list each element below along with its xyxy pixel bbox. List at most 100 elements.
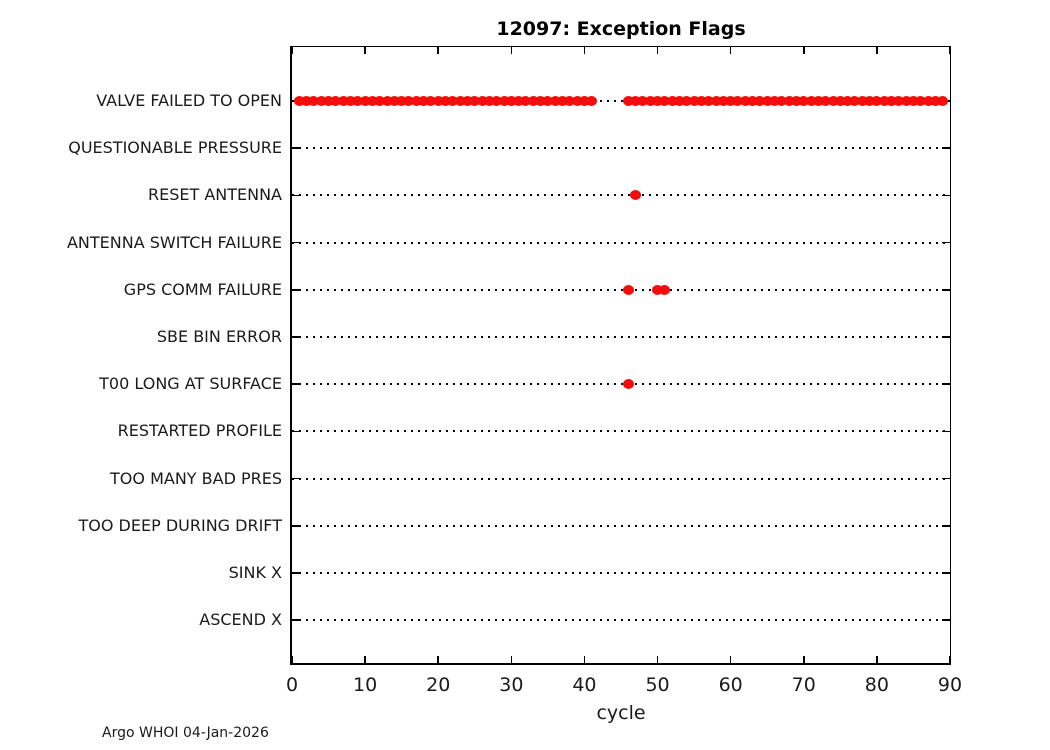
x-tick-label: 10 (353, 674, 378, 696)
data-point-marker (418, 96, 430, 106)
x-tick-mark (876, 47, 878, 54)
data-point-marker (790, 96, 802, 106)
data-point-marker (527, 96, 539, 106)
data-point-marker (725, 96, 737, 106)
y-tick-mark (292, 241, 300, 244)
data-point-marker (622, 96, 634, 106)
x-tick-label: 0 (285, 674, 299, 696)
footer-annotation: Argo WHOI 04-Jan-2026 (102, 725, 269, 741)
data-point-marker (900, 96, 912, 106)
y-tick-label: GPS COMM FAILURE (123, 279, 282, 299)
data-point-marker (878, 96, 890, 106)
data-point-marker (344, 96, 356, 106)
category-gridline (292, 524, 950, 527)
data-point-marker (666, 96, 678, 106)
x-tick-mark (583, 47, 586, 54)
y-tick-mark (942, 430, 950, 433)
data-point-marker (622, 284, 634, 295)
x-tick-mark (729, 656, 732, 663)
data-point-marker (637, 96, 649, 106)
data-point-marker (652, 284, 664, 295)
data-point-marker (505, 96, 517, 106)
x-tick-label: 50 (645, 674, 670, 696)
data-point-marker (849, 96, 861, 106)
y-tick-mark (292, 336, 300, 338)
category-gridline (292, 100, 950, 102)
data-point-marker (461, 96, 473, 106)
x-tick-label: 60 (718, 674, 743, 696)
data-point-marker (652, 96, 664, 106)
data-point-marker (425, 96, 437, 106)
data-point-marker (783, 96, 795, 106)
data-point-marker (630, 96, 642, 106)
y-tick-label: TOO DEEP DURING DRIFT (78, 515, 283, 535)
data-point-marker (476, 96, 488, 106)
data-point-marker (410, 96, 422, 106)
x-tick-mark (729, 47, 732, 54)
data-point-marker (695, 96, 707, 106)
y-tick-mark (942, 525, 950, 527)
y-tick-label: SINK X (228, 563, 282, 582)
data-point-marker (929, 96, 941, 106)
data-point-marker (352, 96, 364, 106)
x-tick-label: 40 (572, 674, 597, 696)
data-point-marker (776, 96, 788, 106)
y-tick-label: ASCEND X (199, 610, 282, 630)
data-point-marker (323, 96, 335, 106)
x-tick-label: 80 (864, 674, 889, 696)
data-point-marker (769, 96, 781, 106)
data-point-marker (301, 96, 313, 106)
data-point-marker (937, 96, 949, 106)
data-point-marker (542, 96, 554, 106)
data-point-marker (842, 96, 854, 106)
y-tick-label: VALVE FAILED TO OPEN (96, 91, 282, 110)
data-point-marker (834, 96, 846, 106)
y-tick-mark (292, 477, 300, 480)
y-tick-mark (292, 147, 300, 149)
x-tick-label: 90 (937, 674, 963, 696)
data-point-marker (315, 96, 327, 106)
data-point-marker (483, 96, 495, 106)
data-point-marker (732, 96, 744, 106)
x-tick-mark (803, 656, 805, 663)
x-tick-mark (510, 656, 513, 663)
data-point-marker (491, 96, 503, 106)
data-point-marker (827, 96, 839, 106)
x-tick-label: 20 (426, 674, 451, 696)
data-point-marker (761, 96, 773, 106)
category-gridline (292, 430, 950, 433)
y-tick-mark (942, 572, 950, 574)
data-point-marker (359, 96, 371, 106)
x-tick-mark (583, 656, 586, 663)
x-tick-mark (656, 656, 659, 663)
data-point-marker (681, 96, 693, 106)
x-tick-mark (876, 656, 878, 663)
chart-title: 12097: Exception Flags (496, 18, 746, 40)
y-tick-mark (942, 194, 950, 197)
x-tick-mark (437, 656, 439, 663)
data-point-marker (498, 96, 510, 106)
x-tick-label: 70 (791, 674, 816, 696)
y-tick-mark (942, 619, 950, 621)
x-tick-mark (364, 656, 366, 663)
data-point-marker (366, 96, 378, 106)
y-tick-mark (942, 289, 950, 291)
data-point-marker (659, 284, 671, 295)
data-point-marker (812, 96, 824, 106)
x-tick-mark (291, 47, 293, 54)
category-gridline (292, 383, 950, 386)
category-gridline (292, 572, 950, 574)
data-point-marker (739, 96, 751, 106)
data-point-marker (549, 96, 561, 106)
x-tick-mark (656, 47, 659, 54)
data-point-marker (564, 96, 576, 106)
plot-area (290, 46, 951, 665)
data-point-marker (710, 96, 722, 106)
data-point-marker (893, 96, 905, 106)
data-point-marker (381, 96, 393, 106)
data-point-marker (886, 96, 897, 106)
x-tick-mark (437, 47, 439, 54)
x-tick-mark (291, 656, 293, 663)
data-point-marker (454, 96, 466, 106)
